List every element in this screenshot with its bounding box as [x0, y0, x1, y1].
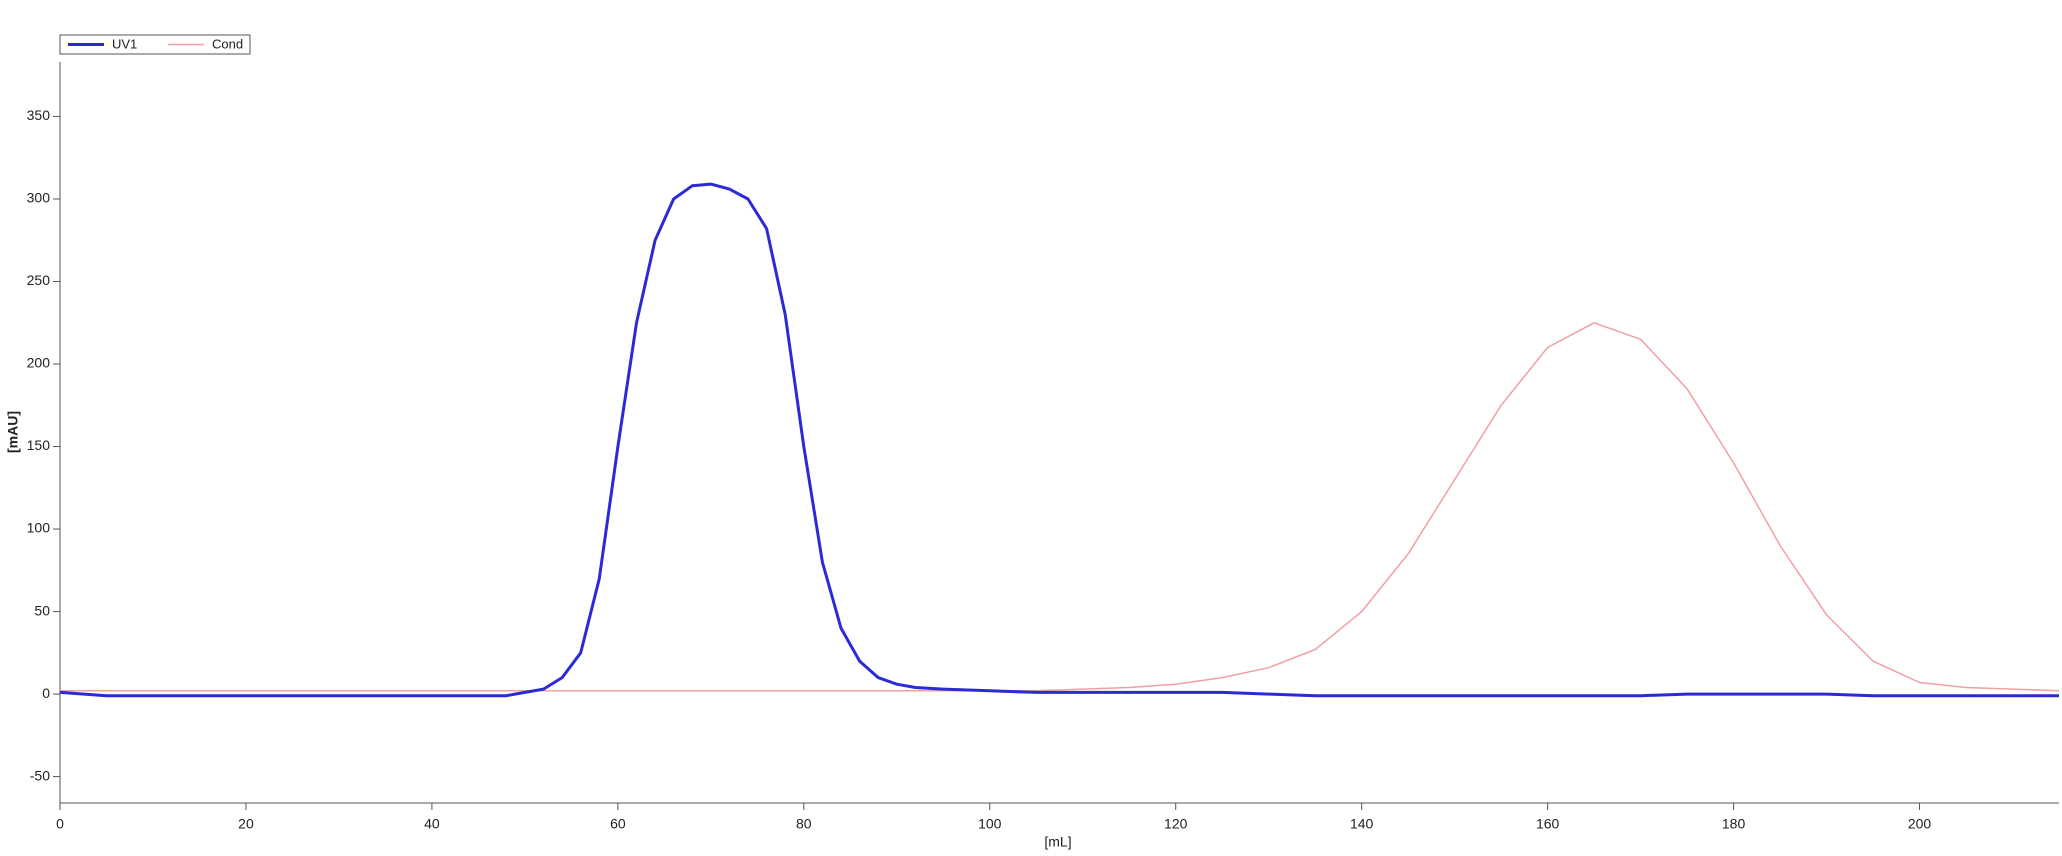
x-axis-label: [mL] — [1044, 834, 1071, 850]
x-tick-label: 200 — [1908, 816, 1932, 832]
y-tick-label: 100 — [27, 520, 51, 536]
x-tick-label: 80 — [796, 816, 812, 832]
y-tick-label: -50 — [30, 767, 50, 783]
y-tick-label: 350 — [27, 107, 51, 123]
series-line — [60, 322, 2060, 692]
y-axis-label: [mAU] — [5, 411, 21, 453]
y-tick-label: 0 — [42, 685, 50, 701]
series-line — [59, 182, 2059, 698]
x-tick-label: 160 — [1536, 816, 1560, 832]
y-tick-label: 200 — [27, 355, 51, 371]
legend-label: Cond — [212, 36, 243, 51]
x-tick-label: 40 — [424, 816, 440, 832]
x-tick-label: 140 — [1350, 816, 1374, 832]
x-tick-label: 0 — [56, 816, 64, 832]
legend — [59, 34, 251, 55]
y-tick-label: 250 — [27, 272, 51, 288]
y-tick-label: 300 — [27, 190, 51, 206]
y-tick-label: 150 — [27, 437, 51, 453]
legend-label: UV1 — [112, 36, 137, 51]
x-tick-label: 120 — [1164, 816, 1188, 832]
x-tick-label: 20 — [238, 816, 254, 832]
x-tick-label: 180 — [1722, 816, 1746, 832]
y-tick-label: 50 — [34, 602, 50, 618]
x-tick-label: 100 — [978, 816, 1002, 832]
x-tick-label: 60 — [610, 816, 626, 832]
